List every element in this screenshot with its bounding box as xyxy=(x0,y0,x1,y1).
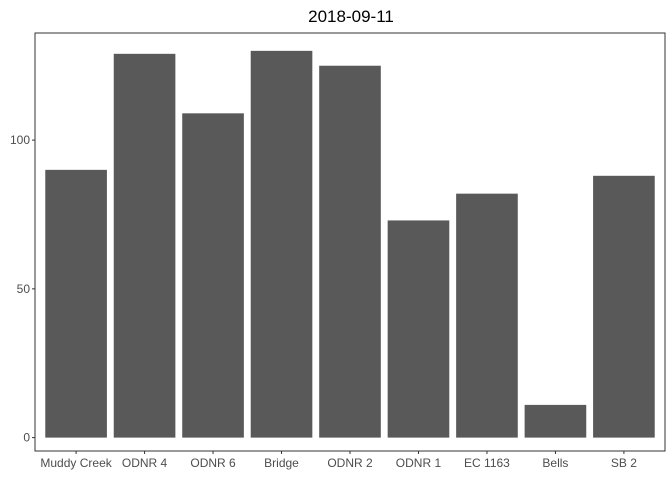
x-tick-label: Muddy Creek xyxy=(40,456,112,470)
bar-odnr-1 xyxy=(387,220,450,438)
x-tick-label: Bells xyxy=(542,456,568,470)
x-tick-label: EC 1163 xyxy=(464,456,510,470)
x-tick-label: ODNR 2 xyxy=(327,456,373,470)
y-axis: 0 50 100 xyxy=(10,133,35,445)
y-tick-label: 50 xyxy=(17,282,31,296)
x-tick-label: ODNR 4 xyxy=(122,456,168,470)
bar-bells xyxy=(524,404,587,438)
y-tick-label: 0 xyxy=(23,431,30,445)
chart-title: 2018-09-11 xyxy=(308,7,394,26)
bar-sb-2 xyxy=(593,175,655,438)
bar-bridge xyxy=(250,50,313,438)
bar-odnr-6 xyxy=(182,113,244,438)
x-tick-label: ODNR 6 xyxy=(190,456,236,470)
x-tick-label: Bridge xyxy=(264,456,299,470)
bar-ec-1163 xyxy=(456,193,518,438)
y-tick-label: 100 xyxy=(10,133,30,147)
bar-odnr-2 xyxy=(319,65,381,438)
x-tick-label: ODNR 1 xyxy=(396,456,442,470)
x-tick-label: SB 2 xyxy=(611,456,637,470)
bar-muddy-creek xyxy=(45,169,107,438)
bar-odnr-4 xyxy=(113,53,176,438)
x-axis: Muddy Creek ODNR 4 ODNR 6 Bridge ODNR 2 ODNR … xyxy=(40,451,637,470)
bars-group xyxy=(45,50,655,438)
